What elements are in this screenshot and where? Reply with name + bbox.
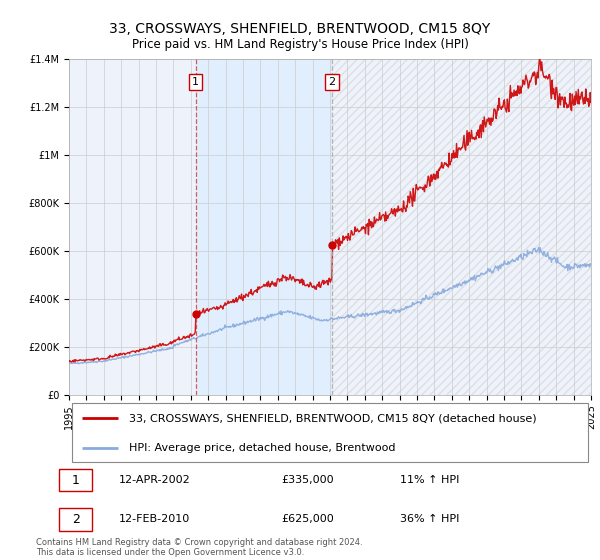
Text: 2: 2: [329, 77, 335, 87]
Text: 11% ↑ HPI: 11% ↑ HPI: [400, 475, 459, 485]
FancyBboxPatch shape: [59, 469, 92, 492]
FancyBboxPatch shape: [72, 403, 588, 462]
Text: £335,000: £335,000: [281, 475, 334, 485]
Text: 1: 1: [71, 474, 80, 487]
Text: HPI: Average price, detached house, Brentwood: HPI: Average price, detached house, Bren…: [129, 443, 395, 453]
Bar: [332, 59, 591, 395]
Text: 33, CROSSWAYS, SHENFIELD, BRENTWOOD, CM15 8QY: 33, CROSSWAYS, SHENFIELD, BRENTWOOD, CM1…: [109, 22, 491, 36]
FancyBboxPatch shape: [59, 508, 92, 531]
Text: Contains HM Land Registry data © Crown copyright and database right 2024.
This d: Contains HM Land Registry data © Crown c…: [36, 538, 362, 557]
Text: 12-APR-2002: 12-APR-2002: [119, 475, 191, 485]
Text: 2: 2: [71, 513, 80, 526]
Bar: [196, 59, 332, 395]
Text: 1: 1: [192, 77, 199, 87]
Text: Price paid vs. HM Land Registry's House Price Index (HPI): Price paid vs. HM Land Registry's House …: [131, 38, 469, 50]
Text: 12-FEB-2010: 12-FEB-2010: [119, 515, 190, 524]
Text: 36% ↑ HPI: 36% ↑ HPI: [400, 515, 459, 524]
Text: £625,000: £625,000: [281, 515, 334, 524]
Text: 33, CROSSWAYS, SHENFIELD, BRENTWOOD, CM15 8QY (detached house): 33, CROSSWAYS, SHENFIELD, BRENTWOOD, CM1…: [129, 413, 536, 423]
